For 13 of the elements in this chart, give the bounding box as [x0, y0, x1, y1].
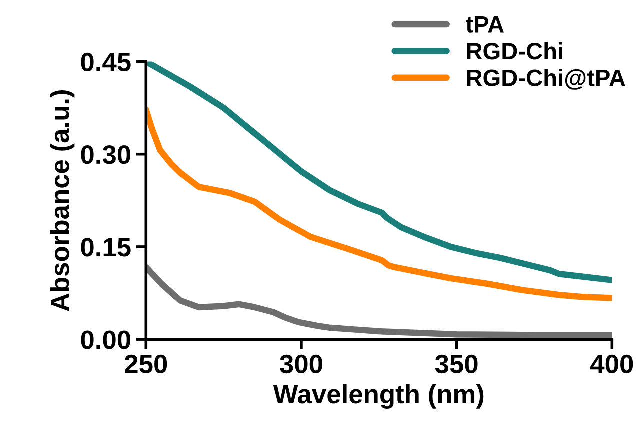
- y-tick-label: 0.45: [81, 52, 131, 72]
- y-axis-title: Absorbance (a.u.): [50, 90, 75, 312]
- x-tick-label: 400: [590, 354, 634, 374]
- x-tick-label: 250: [125, 354, 168, 374]
- x-axis-title: Wavelength (nm): [273, 384, 484, 410]
- y-tick-label: 0.30: [81, 145, 130, 164]
- y-tick-label: 0.00: [81, 330, 130, 350]
- y-tick-label: 0.15: [81, 238, 131, 257]
- x-tick-label: 350: [435, 354, 478, 374]
- legend-label: RGD-Chi: [467, 42, 562, 60]
- x-tick-label: 300: [280, 354, 322, 374]
- legend-label: tPA: [466, 16, 504, 33]
- legend-label: RGD-Chi@tPA: [467, 69, 626, 90]
